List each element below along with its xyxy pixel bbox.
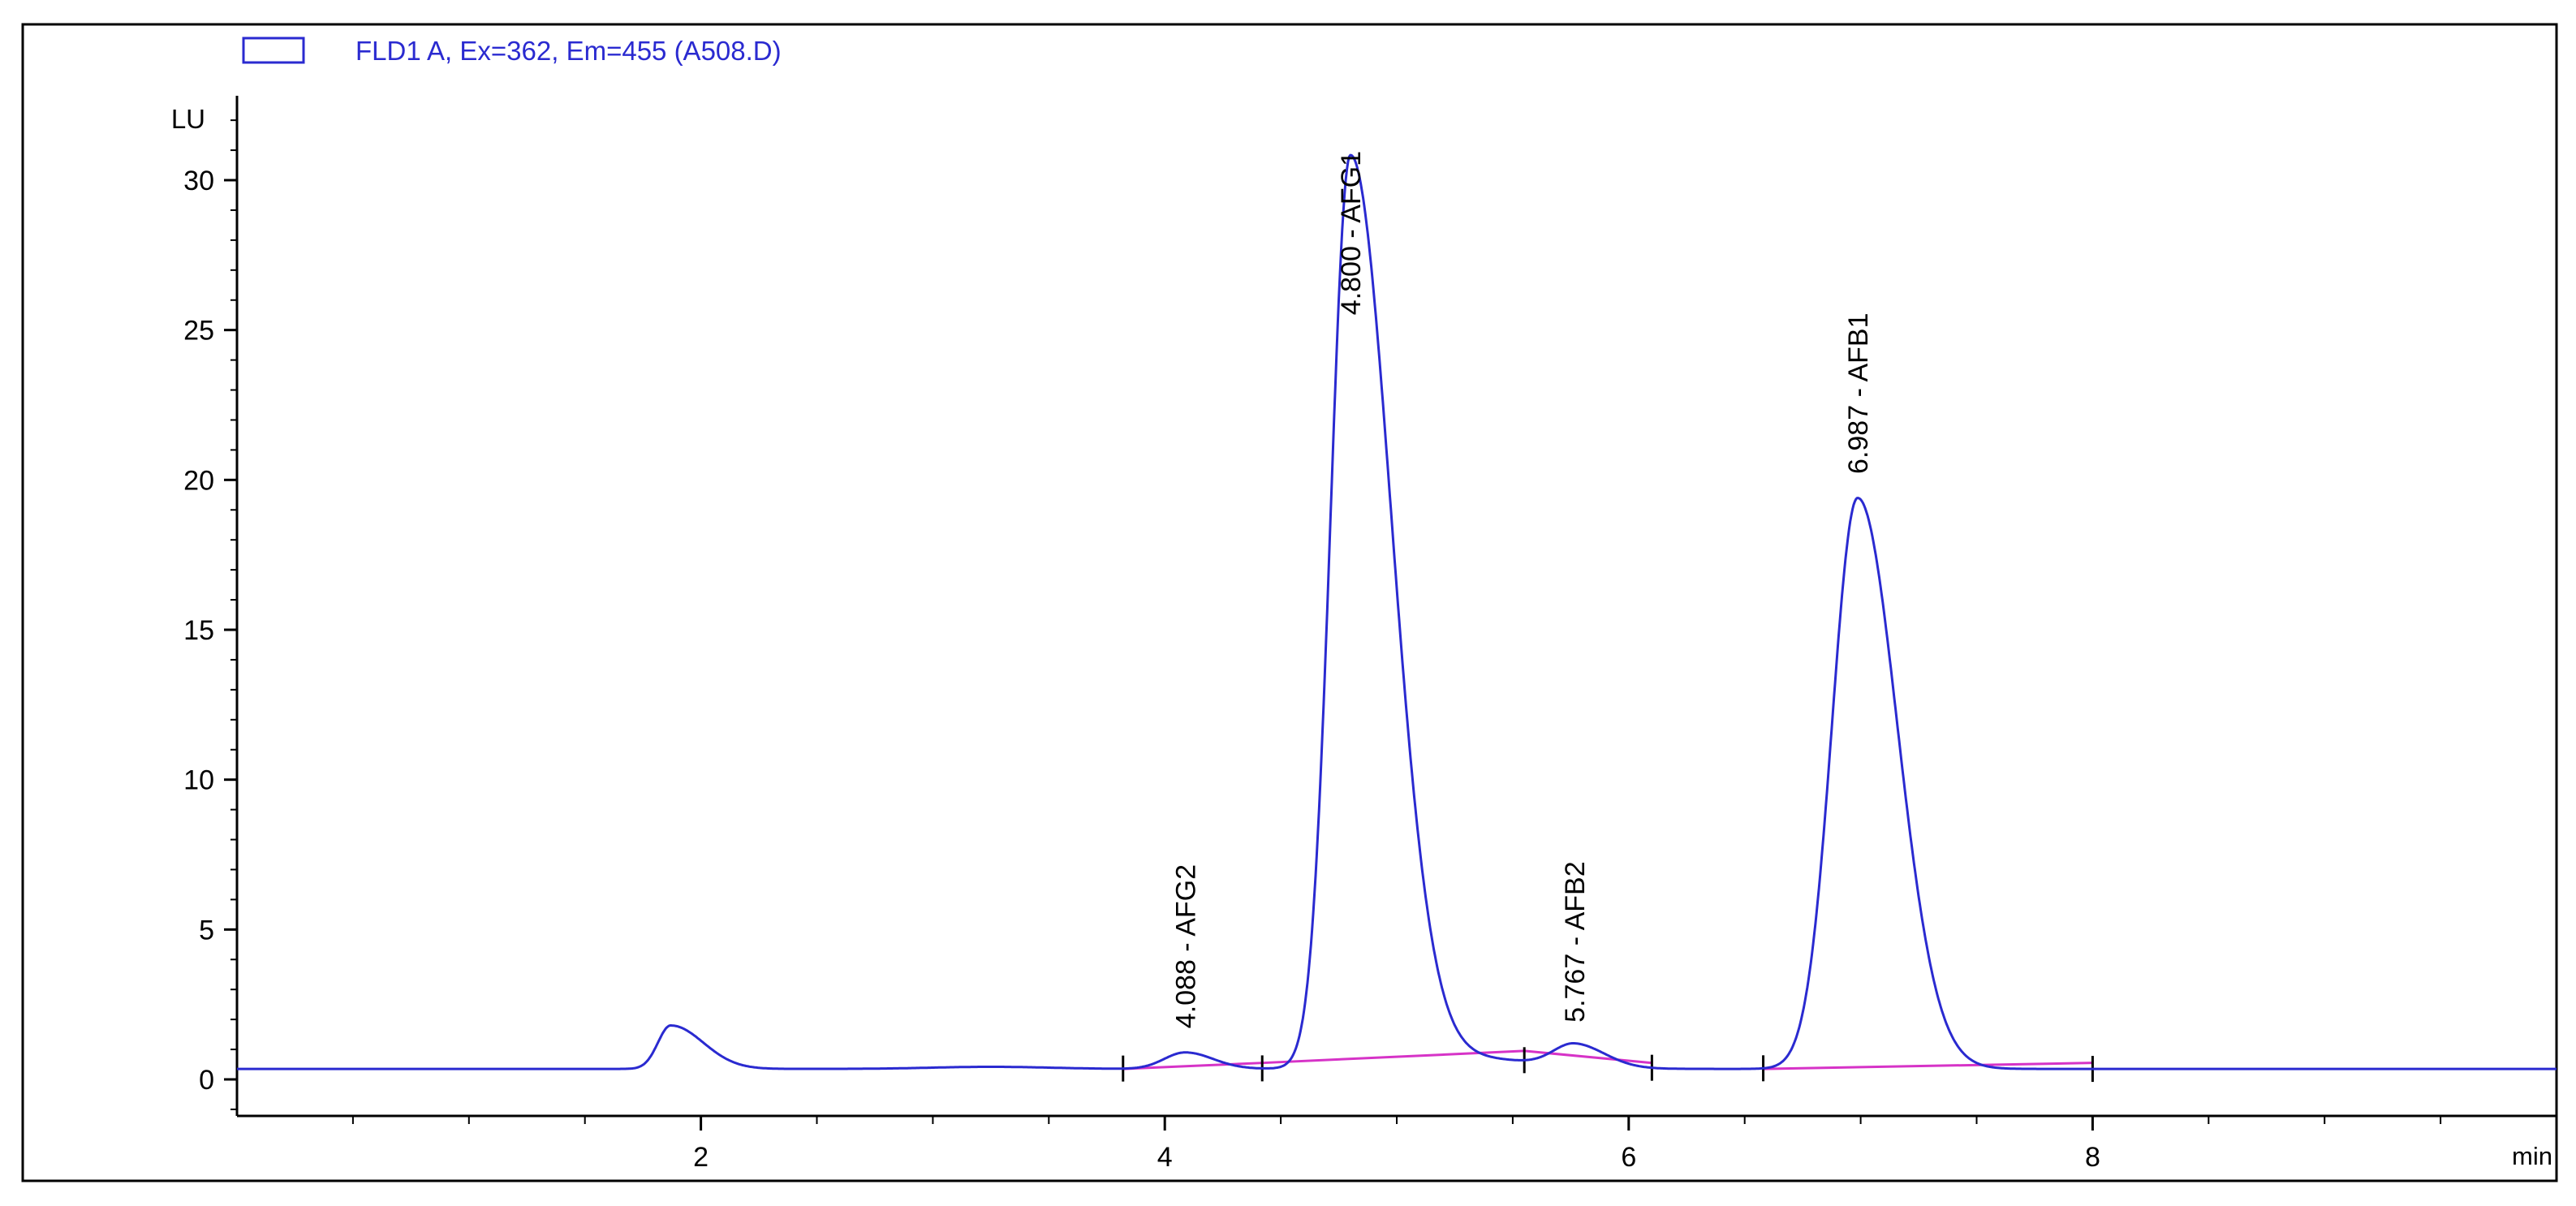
y-axis-unit-label: LU <box>171 104 205 134</box>
peak-label: 5.767 - AFB2 <box>1560 861 1591 1022</box>
baseline-segment <box>1524 1049 1652 1065</box>
legend: FLD1 A, Ex=362, Em=455 (A508.D) <box>242 36 782 66</box>
baseline-segment <box>1262 1049 1525 1065</box>
y-tick-label: 0 <box>199 1065 214 1096</box>
x-axis-unit-label: min <box>2512 1142 2552 1170</box>
y-tick-label: 15 <box>183 615 214 646</box>
y-tick-label: 10 <box>183 765 214 796</box>
legend-label: FLD1 A, Ex=362, Em=455 (A508.D) <box>355 36 782 66</box>
x-tick-label: 8 <box>2085 1142 2100 1173</box>
y-tick-label: 30 <box>183 166 214 196</box>
signal-trace <box>236 153 2557 1070</box>
outer-frame <box>21 23 2558 1182</box>
axes <box>235 96 2557 1118</box>
y-tick-label: 25 <box>183 316 214 347</box>
baseline-segment <box>1122 1062 1263 1070</box>
x-tick-label: 4 <box>1157 1142 1173 1173</box>
baseline-layer <box>1122 1049 2093 1070</box>
x-tick-label: 6 <box>1621 1142 1636 1173</box>
peak-label: 4.088 - AFG2 <box>1170 864 1201 1028</box>
ticks: 0 5 10 15 20 25 30 2 4 6 8 <box>183 119 2442 1173</box>
peak-label: 6.987 - AFB1 <box>1843 312 1874 473</box>
annotations: 4.088 - AFG2 4.800 - AFG1 5.767 - AFB2 6.98… <box>1170 151 1874 1028</box>
peak-label: 4.800 - AFG1 <box>1336 151 1367 315</box>
baseline-segment <box>1763 1062 2093 1070</box>
signal-layer <box>236 153 2557 1070</box>
y-tick-label: 5 <box>199 915 214 945</box>
x-tick-label: 2 <box>693 1142 709 1173</box>
y-tick-label: 20 <box>183 465 214 496</box>
legend-swatch <box>242 37 305 64</box>
